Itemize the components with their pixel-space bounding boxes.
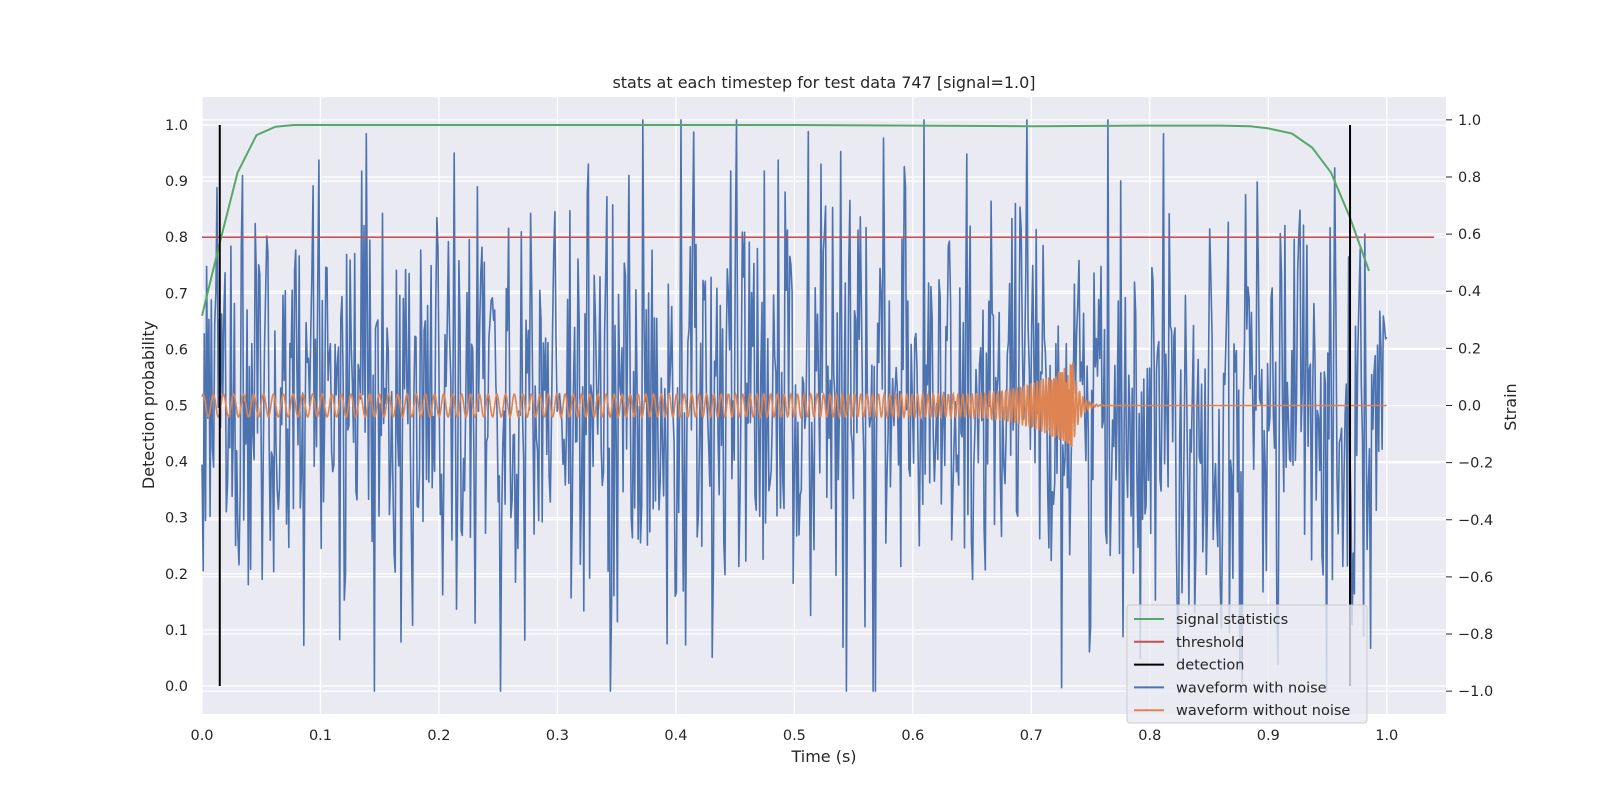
legend-label: waveform with noise (1176, 680, 1327, 696)
legend-box (1126, 604, 1368, 724)
y-axis-label: Detection probability (139, 321, 158, 489)
y2-tick-label: 1.0 (1458, 113, 1481, 129)
x-tick-labels: 0.0 0.1 0.2 0.3 0.4 0.5 0.6 0.7 0.8 0.9 1.0 (190, 728, 1398, 744)
x-tick-label: 0.1 (309, 728, 332, 744)
y-tick-label: 0.2 (165, 567, 188, 583)
y-tick-label: 0.1 (165, 623, 188, 639)
y-tick-label: 1.0 (165, 118, 188, 134)
y-tick-label: 0.0 (165, 679, 188, 695)
y2-tick-label: 0.6 (1458, 227, 1481, 243)
y2-tick-label: −0.4 (1458, 513, 1493, 529)
legend-label: detection (1176, 658, 1244, 674)
line-waveform-with-noise (201, 119, 1388, 692)
y2-tick-label: 0.2 (1458, 341, 1481, 357)
chart-title: stats at each timestep for test data 747… (612, 73, 1035, 92)
line-signal-statistics (201, 124, 1370, 317)
legend: signal statistics threshold detection wavef… (1126, 604, 1368, 724)
x-tick-label: 0.8 (1138, 728, 1161, 744)
legend-label: signal statistics (1176, 612, 1288, 628)
series-waveform-without-noise (201, 362, 1387, 448)
series-signal-statistics (201, 124, 1370, 317)
y-tick-label: 0.7 (165, 286, 188, 302)
y-tick-label: 0.6 (165, 342, 188, 358)
y2-tick-label: −0.2 (1458, 456, 1493, 472)
x-tick-label: 0.6 (901, 728, 924, 744)
x-tick-label: 0.4 (664, 728, 687, 744)
y2-tick-label: −0.8 (1458, 627, 1493, 643)
x-axis-label: Time (s) (790, 747, 856, 766)
series-waveform-with-noise (201, 119, 1388, 692)
x-tick-label: 1.0 (1375, 728, 1398, 744)
y-tick-labels: 0.0 0.1 0.2 0.3 0.4 0.5 0.6 0.7 0.8 0.9 1.0 (165, 118, 188, 695)
y2-axis-label: Strain (1501, 383, 1520, 430)
y-tick-label: 0.9 (165, 174, 188, 190)
legend-label: threshold (1176, 635, 1244, 651)
x-tick-label: 0.3 (546, 728, 569, 744)
y2-tick-label: −1.0 (1458, 684, 1493, 700)
y2-tick-label: 0.0 (1458, 399, 1481, 415)
line-waveform-without-noise (201, 362, 1387, 448)
x-tick-label: 0.7 (1020, 728, 1043, 744)
y-tick-label: 0.3 (165, 511, 188, 527)
y2-tick-label: 0.4 (1458, 284, 1481, 300)
x-tick-label: 0.5 (783, 728, 806, 744)
y-tick-label: 0.4 (165, 455, 188, 471)
legend-label: waveform without noise (1176, 703, 1350, 719)
y2-tick-labels: −1.0 −0.8 −0.6 −0.4 −0.2 0.0 0.2 0.4 0.6 0.8 1.0 (1446, 113, 1493, 700)
y-tick-label: 0.5 (165, 399, 188, 415)
y-tick-label: 0.8 (165, 230, 188, 246)
series-detection (218, 125, 1352, 686)
x-tick-label: 0.9 (1257, 728, 1280, 744)
x-tick-label: 0.0 (190, 728, 213, 744)
x-tick-label: 0.2 (427, 728, 450, 744)
y2-tick-label: −0.6 (1458, 570, 1493, 586)
y2-tick-label: 0.8 (1458, 170, 1481, 186)
